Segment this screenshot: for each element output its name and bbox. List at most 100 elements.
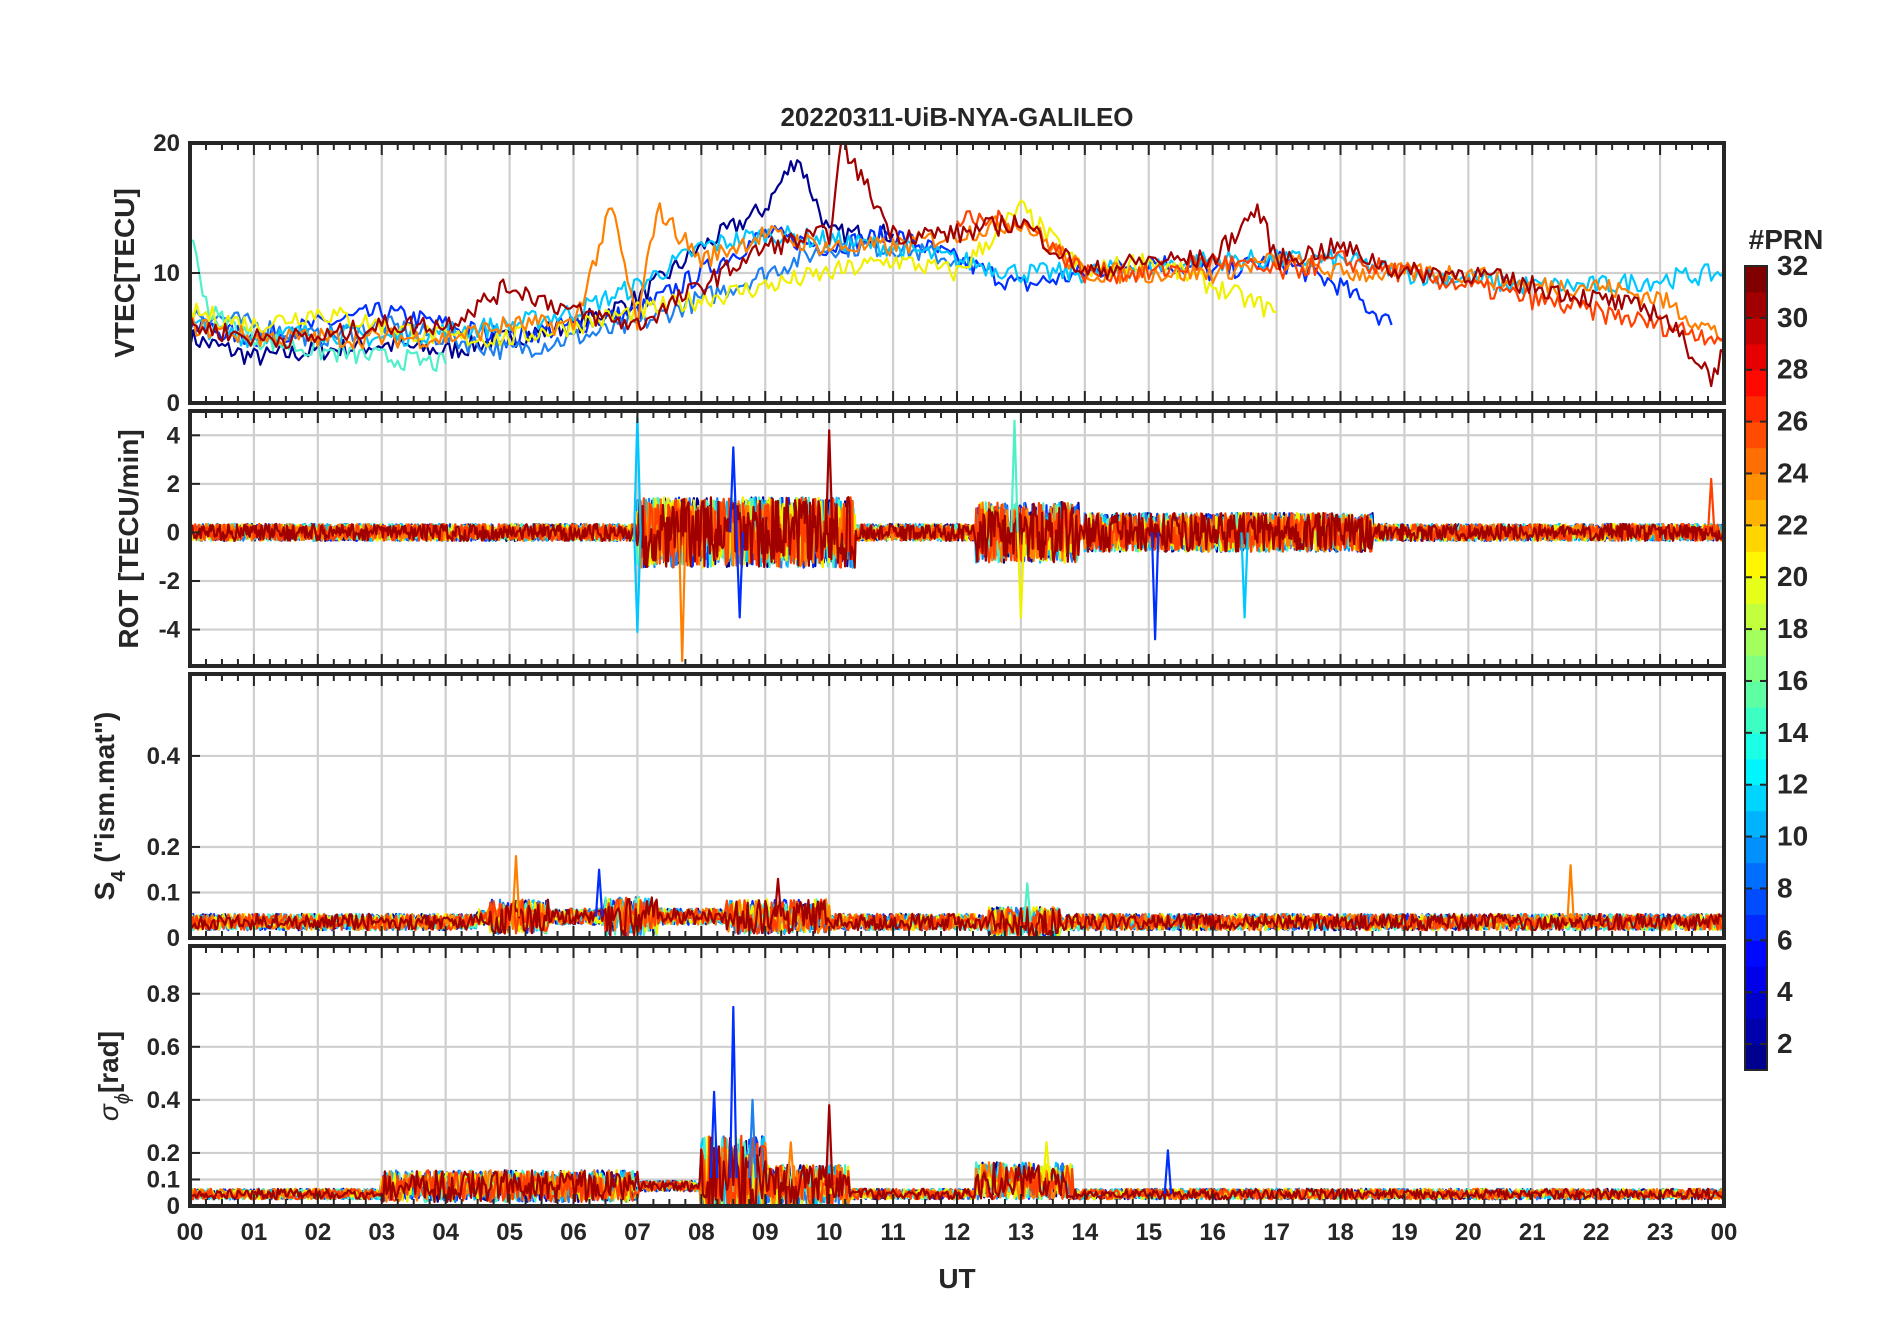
colorbar-swatch — [1745, 343, 1767, 371]
colorbar-tick-label: 2 — [1777, 1028, 1793, 1059]
x-tick-label: 07 — [624, 1219, 651, 1246]
spike-event — [729, 1005, 738, 1179]
colorbar-tick-label: 24 — [1777, 457, 1809, 488]
spike-event — [511, 855, 521, 917]
colorbar-swatch — [1745, 369, 1767, 397]
colorbar-swatch — [1745, 1044, 1767, 1071]
spike-event — [1010, 419, 1019, 533]
vtec-trace — [956, 209, 1724, 346]
spike-event — [1706, 477, 1716, 533]
noise-trace — [190, 896, 1724, 938]
colorbar-swatch — [1745, 266, 1767, 293]
spike-event — [729, 446, 738, 533]
colorbar-swatch — [1745, 317, 1767, 345]
x-tick-label: 06 — [560, 1219, 587, 1246]
colorbar-swatch — [1745, 525, 1767, 552]
colorbar-swatch — [1745, 629, 1767, 656]
spike-event — [824, 429, 834, 533]
x-tick-label: 09 — [752, 1219, 779, 1246]
colorbar-swatch — [1745, 836, 1767, 864]
x-tick-label: 19 — [1391, 1219, 1418, 1246]
s4-frame — [188, 672, 1726, 940]
y-tick-label: 4 — [167, 422, 181, 449]
colorbar-swatch — [1745, 603, 1767, 630]
s4-panel: 0 0.1 0.2 0.4 S4 ("ism.mat") — [89, 672, 1726, 952]
y-tick-label: 0.1 — [147, 1166, 180, 1193]
y-tick-label: 0.2 — [147, 1140, 180, 1167]
x-axis-ticks: 00 01 02 03 04 05 06 07 08 09 10 11 12 13 14 15 16 17 18 19… — [177, 1219, 1738, 1246]
colorbar-swatch — [1745, 551, 1767, 578]
spike-event — [773, 877, 783, 917]
rot-ylabel: ROT [TECU/min] — [113, 429, 144, 648]
y-tick-label: 0 — [167, 390, 180, 417]
colorbar-swatch — [1745, 499, 1767, 526]
colorbar-tick-label: 6 — [1777, 924, 1793, 955]
y-tick-label: 0.2 — [147, 834, 180, 861]
y-tick-label: 0.1 — [147, 879, 180, 906]
colorbar-swatch — [1745, 473, 1767, 501]
spike-event — [677, 532, 687, 663]
spike-event — [786, 1141, 796, 1187]
colorbar-swatch — [1745, 706, 1767, 734]
vtec-traces — [190, 143, 1724, 388]
colorbar-swatch — [1745, 758, 1767, 786]
y-tick-label: 0.4 — [147, 1087, 181, 1114]
s4-grid — [190, 674, 1724, 940]
colorbar-swatch — [1745, 655, 1767, 682]
colorbar-swatch — [1745, 447, 1767, 475]
x-tick-label: 13 — [1008, 1219, 1035, 1246]
chart-title: 20220311-UiB-NYA-GALILEO — [780, 102, 1133, 132]
x-tick-label: 14 — [1071, 1219, 1098, 1246]
x-tick-label: 10 — [816, 1219, 843, 1246]
y-tick-label: -2 — [159, 568, 180, 595]
x-tick-label: 05 — [496, 1219, 523, 1246]
spike-event — [748, 1098, 757, 1179]
colorbar-tick-label: 12 — [1777, 769, 1808, 800]
x-tick-label: 03 — [368, 1219, 395, 1246]
x-tick-label: 21 — [1519, 1219, 1546, 1246]
spike-event — [633, 532, 642, 634]
vtec-frame — [188, 141, 1726, 405]
x-tick-label: 17 — [1263, 1219, 1290, 1246]
colorbar-swatch — [1745, 577, 1767, 604]
colorbar-swatch — [1745, 888, 1767, 915]
sigma-ylabel: σϕ[rad] — [93, 1031, 134, 1121]
colorbar-tick-label: 10 — [1777, 821, 1808, 852]
x-tick-label: 15 — [1135, 1219, 1162, 1246]
colorbar-swatch — [1745, 966, 1767, 993]
sigma-panel: 00.10.2 0.4 0.6 0.8 σϕ[rad] — [93, 944, 1726, 1220]
x-tick-label: 04 — [432, 1219, 459, 1246]
colorbar-tick-label: 18 — [1777, 613, 1808, 644]
y-tick-label: 0 — [167, 519, 180, 546]
colorbar-tick-label: 30 — [1777, 302, 1808, 333]
colorbar-swatches — [1745, 266, 1767, 1071]
rot-frame — [188, 409, 1726, 668]
x-tick-label: 08 — [688, 1219, 715, 1246]
x-tick-label: 18 — [1327, 1219, 1354, 1246]
colorbar-swatch — [1745, 992, 1767, 1019]
x-tick-label: 23 — [1647, 1219, 1674, 1246]
x-tick-label: 11 — [880, 1219, 905, 1246]
spike-event — [1150, 532, 1160, 641]
spike-event — [1240, 532, 1249, 619]
x-tick-label: 00 — [1711, 1219, 1738, 1246]
spike-event — [709, 1090, 719, 1179]
spike-event — [1163, 1149, 1173, 1195]
vtec-panel: 0 10 20 VTEC[TECU] — [109, 130, 1726, 417]
s4-ylabel: S4 ("ism.mat") — [89, 712, 130, 901]
y-tick-label: 20 — [153, 130, 180, 157]
rot-traces — [190, 414, 1724, 663]
spike-event — [594, 868, 604, 917]
colorbar-swatch — [1745, 680, 1767, 708]
sigma-grid — [190, 946, 1724, 1208]
x-tick-label: 00 — [177, 1219, 204, 1246]
x-tick-label: 20 — [1455, 1219, 1482, 1246]
spike-event — [735, 532, 744, 619]
colorbar-tick-label: 14 — [1777, 717, 1809, 748]
vtec-trace — [190, 202, 1724, 350]
vtec-trace — [190, 143, 1724, 388]
colorbar-tick-label: 16 — [1777, 665, 1808, 696]
colorbar-tick-label: 22 — [1777, 509, 1808, 540]
